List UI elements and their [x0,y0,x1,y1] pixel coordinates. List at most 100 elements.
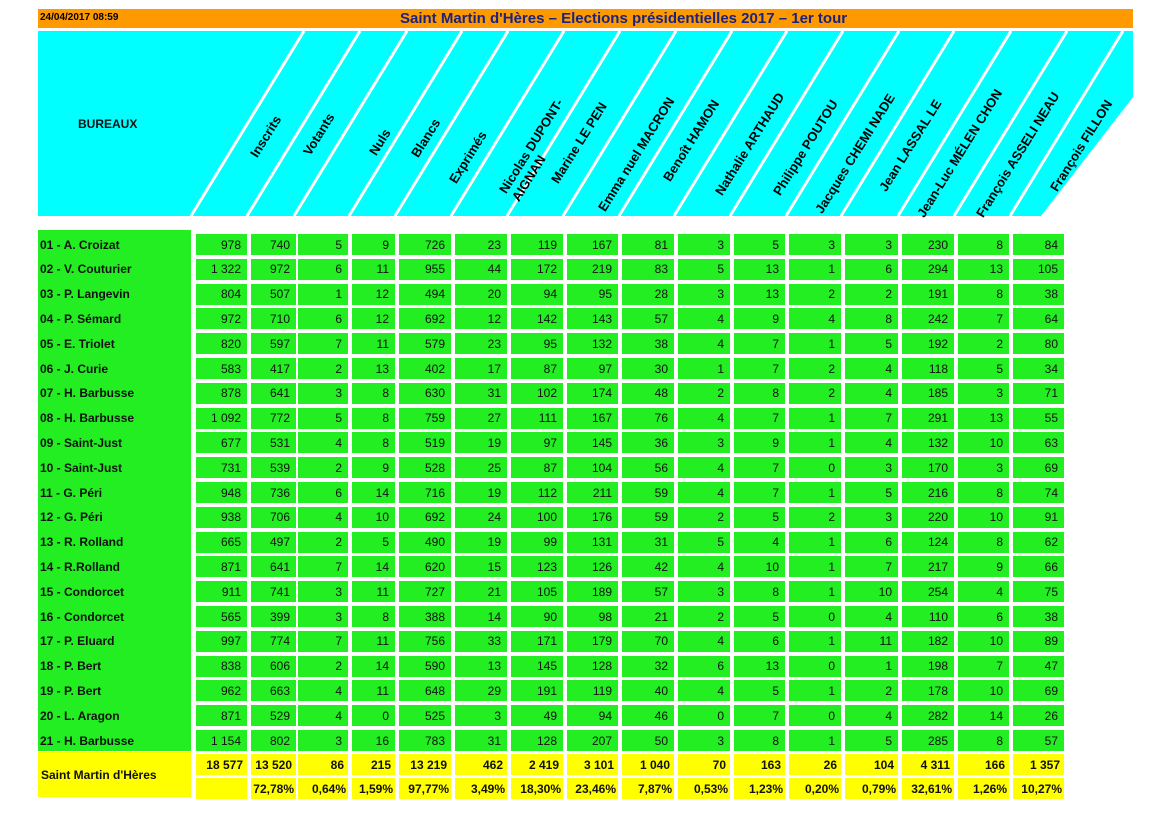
table-cell: 783 [399,730,451,751]
table-cell: 57 [622,581,674,603]
table-cell: 3 [845,506,898,528]
table-cell: 57 [622,308,674,330]
table-cell: 14 [352,556,395,578]
table-cell: 4 [678,308,730,330]
table-cell: 8 [352,606,395,627]
table-cell: 13 [958,407,1009,429]
table-cell: 171 [511,630,563,652]
table-cell: 3 [678,581,730,603]
bureau-name: 10 - Saint-Just [38,457,191,479]
table-cell: 972 [251,258,296,280]
table-cell: 972 [196,308,247,330]
table-cell: 99 [511,531,563,553]
table-cell: 0 [678,705,730,727]
bureau-name: 15 - Condorcet [38,581,191,603]
table-cell: 2 [298,457,348,479]
table-cell: 1 [789,258,841,280]
table-cell: 2 [789,382,841,404]
table-cell: 677 [196,432,247,454]
table-cell: 6 [298,482,348,503]
table-cell: 2 [789,283,841,305]
total-cell: 462 [455,754,507,775]
table-cell: 1 092 [196,407,247,429]
table-cell: 3 [678,432,730,454]
table-cell: 1 [789,730,841,751]
table-cell: 4 [678,680,730,702]
table-cell: 7 [958,308,1009,330]
table-cell: 4 [678,333,730,355]
bureau-name: 08 - H. Barbusse [38,407,191,429]
table-cell: 871 [196,556,247,578]
table-cell: 28 [622,283,674,305]
timestamp: 24/04/2017 08:59 [40,12,119,23]
bureau-name: 01 - A. Croizat [38,234,191,255]
table-cell: 3 [455,705,507,727]
table-cell: 19 [455,482,507,503]
table-cell: 47 [1013,655,1064,677]
table-cell: 7 [734,705,785,727]
table-cell: 10 [958,630,1009,652]
header-separator [561,30,678,217]
table-cell: 220 [902,506,954,528]
table-cell: 10 [958,506,1009,528]
table-cell: 8 [734,581,785,603]
table-cell: 21 [455,581,507,603]
percent-cell: 0,20% [789,778,841,799]
table-cell: 9 [734,432,785,454]
table-cell: 50 [622,730,674,751]
table-cell: 878 [196,382,247,404]
table-cell: 2 [678,606,730,627]
header-separator [292,30,409,217]
table-cell: 12 [352,308,395,330]
table-cell: 663 [251,680,296,702]
table-cell: 98 [567,606,618,627]
table-cell: 27 [455,407,507,429]
table-cell: 59 [622,506,674,528]
bureau-name: 03 - P. Langevin [38,283,191,305]
table-cell: 16 [352,730,395,751]
table-cell: 978 [196,234,247,255]
table-cell: 230 [902,234,954,255]
table-cell: 6 [678,655,730,677]
table-cell: 2 [845,680,898,702]
table-cell: 565 [196,606,247,627]
table-cell: 4 [789,308,841,330]
table-cell: 641 [251,382,296,404]
bureau-name: 17 - P. Eluard [38,630,191,652]
table-cell: 3 [298,382,348,404]
table-cell: 40 [622,680,674,702]
table-cell: 490 [399,531,451,553]
table-cell: 1 [789,680,841,702]
table-cell: 104 [567,457,618,479]
table-cell: 17 [455,358,507,379]
table-cell: 176 [567,506,618,528]
table-cell: 3 [678,234,730,255]
header-separator [1008,30,1125,217]
table-cell: 911 [196,581,247,603]
table-cell: 105 [1013,258,1064,280]
table-cell: 3 [298,730,348,751]
table-cell: 5 [845,482,898,503]
header-separator [784,30,901,217]
table-cell: 3 [789,234,841,255]
table-cell: 172 [511,258,563,280]
table-cell: 66 [1013,556,1064,578]
total-cell: 13 520 [251,754,296,775]
table-cell: 63 [1013,432,1064,454]
table-cell: 5 [298,234,348,255]
table-cell: 620 [399,556,451,578]
table-cell: 665 [196,531,247,553]
table-cell: 7 [734,457,785,479]
table-cell: 7 [845,407,898,429]
percent-cell: 23,46% [567,778,618,799]
bureau-name: 06 - J. Curie [38,358,191,379]
table-cell: 759 [399,407,451,429]
table-cell: 871 [196,705,247,727]
table-cell: 124 [902,531,954,553]
table-cell: 30 [622,358,674,379]
table-cell: 1 [678,358,730,379]
table-cell: 4 [298,432,348,454]
table-cell: 5 [734,680,785,702]
total-cell: 18 577 [196,754,247,775]
header-separator [839,30,956,217]
